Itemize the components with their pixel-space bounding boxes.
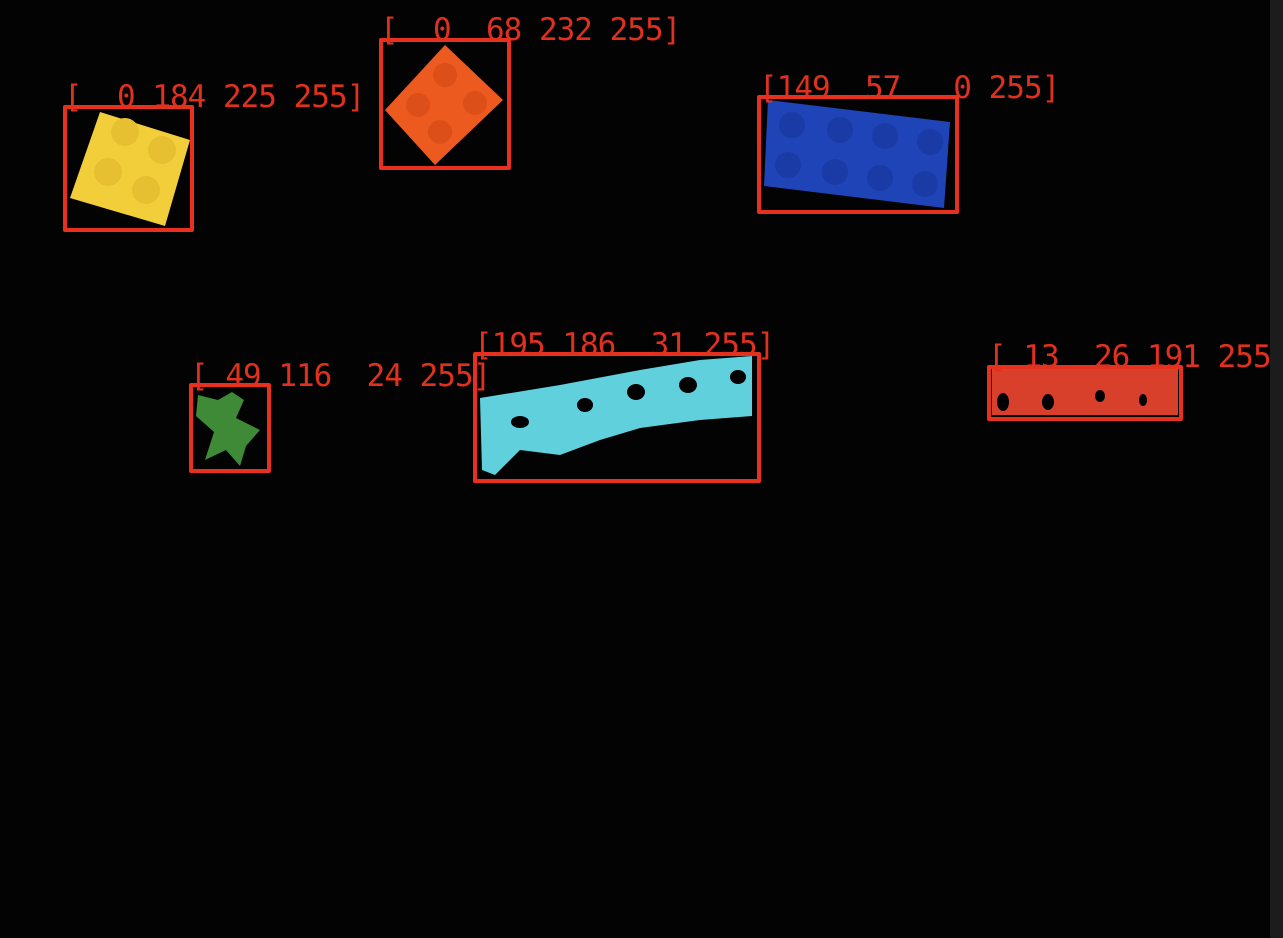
bounding-box	[987, 365, 1183, 421]
color-label: [ 49 116 24 255]	[190, 358, 491, 394]
color-label: [ 0 68 232 255]	[380, 12, 681, 48]
color-label: [ 0 184 225 255]	[64, 79, 365, 115]
red-brick	[992, 369, 1178, 415]
color-label: [149 57 0 255]	[759, 70, 1060, 106]
bounding-box	[379, 38, 511, 170]
color-label: [ 13 26 191 255]	[988, 339, 1283, 375]
green-brick	[196, 392, 260, 466]
cyan-brick	[480, 356, 752, 475]
orange-brick	[385, 45, 503, 165]
blue-brick	[764, 100, 950, 208]
window-edge	[1270, 0, 1283, 938]
bounding-box	[189, 383, 271, 473]
bounding-box	[757, 95, 959, 214]
bounding-box	[473, 352, 761, 483]
color-label: [195 186 31 255]	[474, 327, 775, 363]
yellow-brick	[70, 112, 190, 226]
bounding-box	[63, 105, 194, 232]
